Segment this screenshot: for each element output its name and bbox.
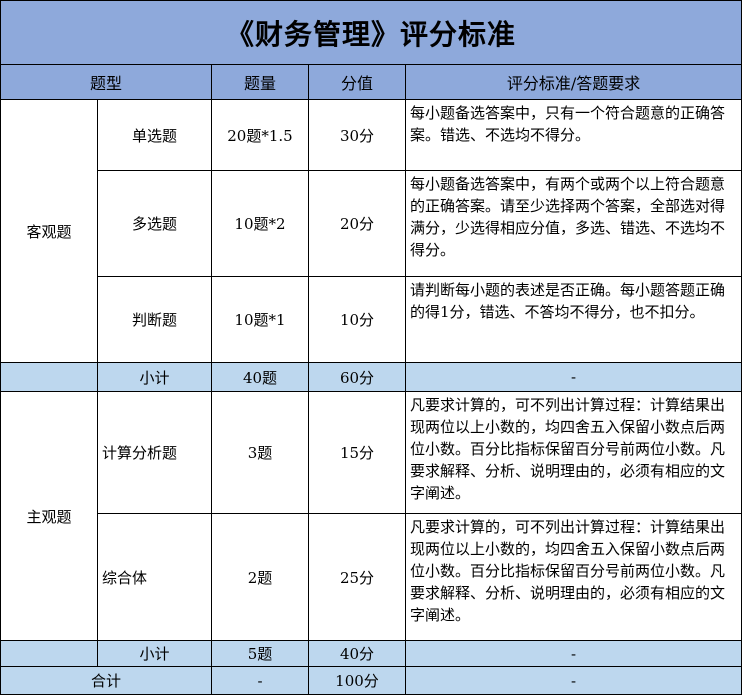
blank-cell	[0, 640, 98, 667]
total-label: 合计	[0, 666, 212, 695]
table-row: 综合体 2题 25分 凡要求计算的，可不列出计算过程：计算结果出现两位以上小数的…	[1, 513, 742, 641]
row-criteria: 凡要求计算的，可不列出计算过程：计算结果出现两位以上小数的，均四舍五入保留小数点…	[404, 513, 742, 641]
subtotal-row: 小计 5题 40分 -	[0, 640, 742, 667]
subtotal-criteria: -	[404, 640, 742, 667]
total-row: 合计 - 100分 -	[0, 666, 742, 695]
header-row: 题型 题量 分值 评分标准/答题要求	[0, 64, 742, 100]
row-count: 10题*1	[211, 276, 309, 363]
page-title: 《财务管理》评分标准	[0, 0, 742, 65]
table-row: 多选题 10题*2 20分 每小题备选答案中，有两个或两个以上符合题意的正确答案…	[1, 170, 742, 277]
header-criteria: 评分标准/答题要求	[404, 64, 742, 100]
group-subjective: 主观题	[0, 391, 98, 641]
row-score: 25分	[308, 513, 406, 641]
subtotal-label: 小计	[97, 640, 212, 667]
header-type: 题型	[0, 64, 212, 100]
row-criteria: 请判断每小题的表述是否正确。每小题答题正确的得1分，错选、不答均不得分，也不扣分…	[404, 276, 742, 363]
subtotal-row: 小计 40题 60分 -	[0, 362, 742, 392]
subtotal-score: 40分	[308, 640, 406, 667]
subtotal-score: 60分	[308, 362, 406, 392]
row-count: 10题*2	[211, 170, 309, 277]
table-row: 客观题 单选题 20题*1.5 30分 每小题备选答案中，只有一个符合题意的正确…	[0, 99, 742, 363]
row-criteria: 凡要求计算的，可不列出计算过程：计算结果出现两位以上小数的，均四舍五入保留小数点…	[404, 391, 742, 514]
subtotal-count: 5题	[211, 640, 309, 667]
row-criteria: 每小题备选答案中，只有一个符合题意的正确答案。错选、不选均不得分。	[404, 99, 742, 171]
row-score: 30分	[308, 99, 406, 171]
row-count: 2题	[211, 513, 309, 641]
group-objective: 客观题	[0, 99, 98, 363]
row-score: 10分	[308, 276, 406, 363]
table-row: 判断题 10题*1 10分 请判断每小题的表述是否正确。每小题答题正确的得1分，…	[1, 276, 742, 363]
subtotal-criteria: -	[404, 362, 742, 392]
table-row: 主观题 计算分析题 3题 15分 凡要求计算的，可不列出计算过程：计算结果出现两…	[0, 391, 742, 641]
header-score: 分值	[308, 64, 406, 100]
row-type: 判断题	[97, 276, 212, 363]
total-count: -	[211, 666, 309, 695]
row-count: 3题	[211, 391, 309, 514]
blank-cell	[0, 362, 98, 392]
row-score: 15分	[308, 391, 406, 514]
row-type: 单选题	[97, 99, 212, 171]
header-count: 题量	[211, 64, 309, 100]
row-type: 多选题	[97, 170, 212, 277]
subtotal-label: 小计	[97, 362, 212, 392]
row-score: 20分	[308, 170, 406, 277]
total-score: 100分	[308, 666, 406, 695]
row-type: 计算分析题	[97, 391, 212, 514]
row-count: 20题*1.5	[211, 99, 309, 171]
total-criteria: -	[404, 666, 742, 695]
subtotal-count: 40题	[211, 362, 309, 392]
row-criteria: 每小题备选答案中，有两个或两个以上符合题意的正确答案。请至少选择两个答案，全部选…	[404, 170, 742, 277]
row-type: 综合体	[97, 513, 212, 641]
